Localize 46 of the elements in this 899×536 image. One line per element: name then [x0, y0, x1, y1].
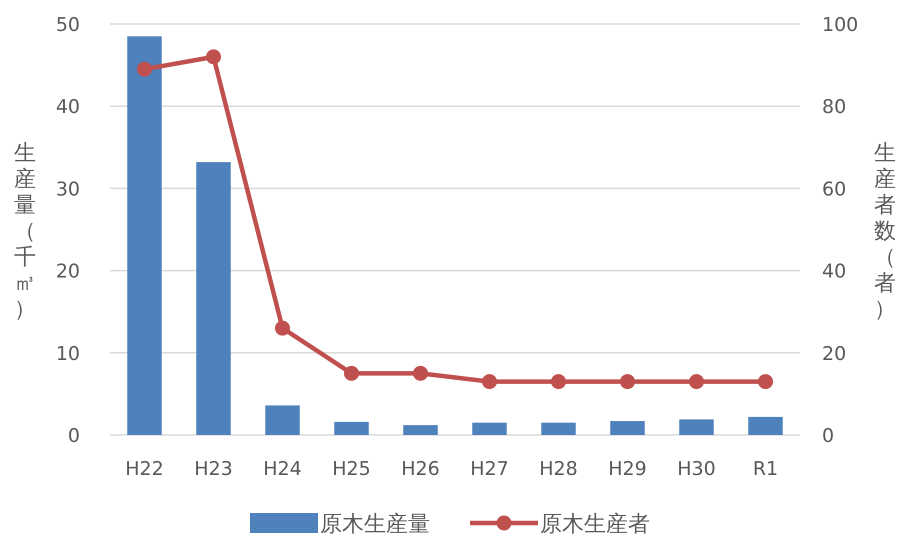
point	[137, 62, 152, 77]
y2-tick-label: 20	[822, 342, 846, 365]
y-tick-label: 10	[56, 342, 80, 365]
x-tick-label: H23	[194, 458, 233, 480]
y-tick-label: 40	[56, 96, 80, 118]
bar	[748, 416, 783, 435]
y-axis-title: 生産量（千㎥）	[14, 141, 36, 322]
y2-tick-label: 40	[822, 260, 846, 283]
bar	[541, 422, 576, 435]
point	[206, 49, 221, 64]
x-tick-label: H24	[263, 458, 302, 480]
bar	[403, 425, 438, 435]
y2-tick-label: 60	[822, 178, 846, 200]
bar	[472, 422, 507, 435]
bar	[196, 162, 231, 435]
y2-tick-label: 100	[822, 14, 858, 36]
y-tick-label: 20	[56, 260, 80, 283]
y2-tick-label: 0	[822, 425, 834, 447]
point	[620, 374, 635, 390]
point	[551, 374, 566, 390]
x-tick-label: H25	[332, 458, 371, 480]
y2-axis-title: 生産者数（者）	[874, 141, 896, 322]
x-tick-label: H30	[677, 458, 716, 480]
x-tick-label: H26	[401, 458, 440, 480]
y2-tick-label: 80	[822, 96, 846, 118]
bar	[679, 419, 714, 435]
x-tick-label: R1	[752, 458, 778, 480]
point	[482, 374, 497, 390]
point	[689, 374, 704, 390]
x-tick-label: H27	[470, 458, 509, 480]
bar	[127, 36, 162, 435]
x-tick-label: H29	[608, 458, 647, 480]
point	[275, 320, 290, 336]
y-tick-label: 0	[68, 425, 80, 447]
point	[413, 366, 428, 381]
bar	[610, 421, 645, 435]
bar	[334, 422, 369, 435]
legend-label: 原木生産量	[320, 512, 430, 536]
bar	[265, 405, 300, 435]
y-tick-label: 30	[56, 178, 80, 200]
x-tick-label: H22	[125, 458, 164, 480]
point	[344, 366, 359, 381]
x-tick-label: H28	[539, 458, 578, 480]
y-tick-label: 50	[56, 14, 80, 36]
legend-label: 原木生産者	[540, 512, 650, 536]
point	[758, 374, 773, 390]
